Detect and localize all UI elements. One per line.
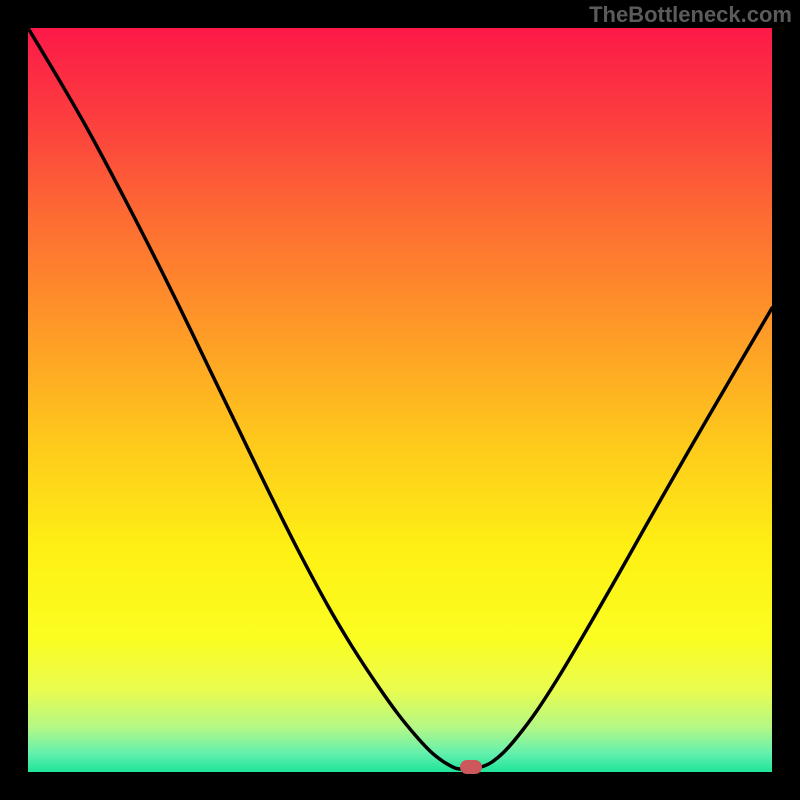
optimum-marker [460,760,482,774]
plot-area [28,28,772,772]
bottleneck-curve [28,28,772,772]
watermark-text: TheBottleneck.com [589,2,792,28]
